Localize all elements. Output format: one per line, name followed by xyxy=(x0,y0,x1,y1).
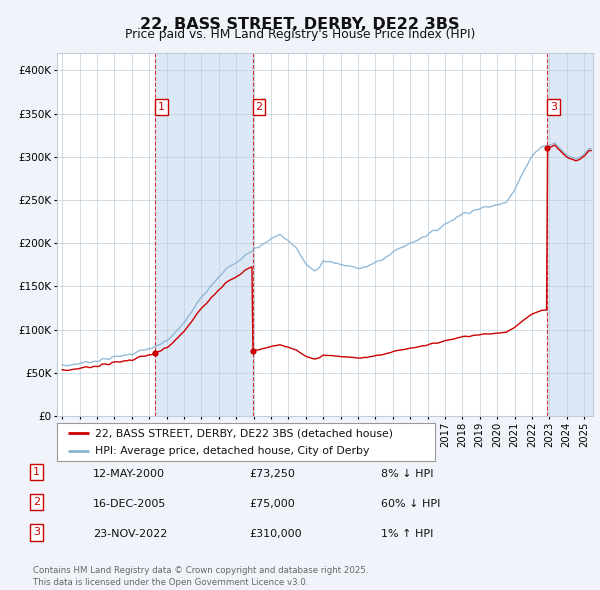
Text: 3: 3 xyxy=(550,102,557,112)
Text: 60% ↓ HPI: 60% ↓ HPI xyxy=(381,499,440,509)
Text: 23-NOV-2022: 23-NOV-2022 xyxy=(93,529,167,539)
Text: 22, BASS STREET, DERBY, DE22 3BS: 22, BASS STREET, DERBY, DE22 3BS xyxy=(140,17,460,31)
Text: £73,250: £73,250 xyxy=(249,469,295,479)
Text: Contains HM Land Registry data © Crown copyright and database right 2025.
This d: Contains HM Land Registry data © Crown c… xyxy=(33,566,368,587)
Text: 1% ↑ HPI: 1% ↑ HPI xyxy=(381,529,433,539)
Text: 8% ↓ HPI: 8% ↓ HPI xyxy=(381,469,433,479)
Bar xyxy=(155,53,253,416)
Text: 2: 2 xyxy=(256,102,263,112)
Text: £75,000: £75,000 xyxy=(249,499,295,509)
Bar xyxy=(547,53,593,416)
Text: 1: 1 xyxy=(33,467,40,477)
Text: £310,000: £310,000 xyxy=(249,529,302,539)
Text: Price paid vs. HM Land Registry's House Price Index (HPI): Price paid vs. HM Land Registry's House … xyxy=(125,28,475,41)
Text: 12-MAY-2000: 12-MAY-2000 xyxy=(93,469,165,479)
Text: 1: 1 xyxy=(158,102,165,112)
Text: 2: 2 xyxy=(33,497,40,507)
Text: 3: 3 xyxy=(33,527,40,537)
Text: 16-DEC-2005: 16-DEC-2005 xyxy=(93,499,166,509)
Text: HPI: Average price, detached house, City of Derby: HPI: Average price, detached house, City… xyxy=(95,446,369,456)
Text: 22, BASS STREET, DERBY, DE22 3BS (detached house): 22, BASS STREET, DERBY, DE22 3BS (detach… xyxy=(95,428,393,438)
